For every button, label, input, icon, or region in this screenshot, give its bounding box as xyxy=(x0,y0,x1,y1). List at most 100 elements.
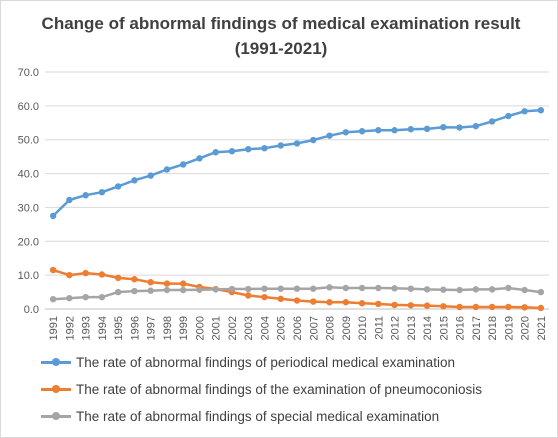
x-tick-label: 1998 xyxy=(162,316,174,340)
data-point xyxy=(456,124,463,131)
data-point xyxy=(310,298,317,305)
x-tick-label: 2017 xyxy=(471,316,483,340)
legend-label: The rate of abnormal findings of the exa… xyxy=(76,381,482,397)
x-tick-label: 1992 xyxy=(64,316,76,340)
data-point xyxy=(131,276,138,283)
data-point xyxy=(505,303,512,311)
data-point xyxy=(537,288,545,296)
x-tick-label: 2015 xyxy=(438,316,450,340)
data-point xyxy=(196,155,203,162)
data-point xyxy=(147,287,154,294)
y-tick-label: 10.0 xyxy=(18,270,39,282)
data-point xyxy=(537,107,545,114)
x-tick-label: 1999 xyxy=(178,316,190,340)
data-point xyxy=(488,303,496,311)
x-tick-label: 2013 xyxy=(406,316,418,340)
data-point xyxy=(114,274,122,282)
data-point xyxy=(391,285,398,292)
data-point xyxy=(342,299,349,306)
data-point xyxy=(212,286,219,293)
data-point xyxy=(326,299,333,306)
data-point xyxy=(66,196,73,204)
x-tick-label: 1991 xyxy=(48,316,60,340)
data-point xyxy=(326,132,333,139)
data-point xyxy=(228,285,236,293)
data-point xyxy=(66,294,73,302)
data-point xyxy=(293,297,301,304)
legend-swatch xyxy=(41,405,71,427)
x-tick-label: 2001 xyxy=(211,316,223,340)
x-tick-label: 2012 xyxy=(390,316,402,340)
data-point xyxy=(407,285,415,292)
data-point xyxy=(472,303,480,311)
data-point xyxy=(521,108,528,115)
data-point xyxy=(98,293,106,301)
data-point xyxy=(456,286,463,294)
data-point xyxy=(293,285,301,292)
x-tick-label: 2004 xyxy=(259,316,271,340)
data-point xyxy=(407,302,415,309)
data-point xyxy=(179,161,187,168)
x-tick-label: 2008 xyxy=(325,316,337,340)
x-tick-label: 1994 xyxy=(97,316,109,340)
x-tick-label: 2000 xyxy=(194,316,206,340)
data-point xyxy=(488,286,496,293)
x-tick-label: 1993 xyxy=(81,316,93,340)
data-point xyxy=(326,284,333,291)
data-point xyxy=(472,122,480,130)
data-point xyxy=(440,123,447,131)
data-point xyxy=(131,177,138,184)
legend-label: The rate of abnormal findings of special… xyxy=(76,408,440,424)
x-tick-label: 2005 xyxy=(276,316,288,340)
data-point xyxy=(375,127,382,134)
data-point xyxy=(277,295,284,303)
data-point xyxy=(212,149,219,156)
data-point xyxy=(49,212,57,220)
data-point xyxy=(114,288,122,296)
x-tick-label: 2020 xyxy=(520,316,532,340)
data-point xyxy=(98,188,106,196)
x-tick-label: 2010 xyxy=(357,316,369,340)
legend-item: The rate of abnormal findings of periodi… xyxy=(41,351,455,373)
data-point xyxy=(472,286,480,293)
data-point xyxy=(440,303,447,310)
x-tick-label: 2021 xyxy=(536,316,548,340)
data-point xyxy=(521,304,528,311)
x-tick-label: 1995 xyxy=(113,316,125,340)
data-point xyxy=(82,192,89,199)
x-tick-label: 1997 xyxy=(146,316,158,340)
data-point xyxy=(407,126,415,133)
data-point xyxy=(163,286,171,294)
data-point xyxy=(261,285,268,292)
data-point xyxy=(358,128,366,135)
x-tick-label: 2011 xyxy=(373,316,385,340)
data-point xyxy=(391,301,398,309)
data-point xyxy=(82,269,89,277)
data-point xyxy=(82,293,89,301)
data-point xyxy=(114,183,122,190)
data-point xyxy=(423,286,431,293)
legend-swatch xyxy=(41,351,71,373)
data-point xyxy=(423,125,431,133)
y-tick-label: 70.0 xyxy=(18,67,39,79)
data-point xyxy=(521,286,528,294)
data-point xyxy=(277,142,284,149)
data-point xyxy=(358,284,366,292)
data-point xyxy=(440,286,447,293)
data-point xyxy=(179,286,187,294)
data-point xyxy=(358,300,366,307)
series-line-1 xyxy=(52,109,541,217)
data-point xyxy=(391,127,398,134)
data-point xyxy=(261,293,268,301)
data-point xyxy=(456,303,463,311)
data-point xyxy=(375,284,382,292)
data-point xyxy=(488,118,496,125)
x-tick-label: 2007 xyxy=(308,316,320,340)
data-point xyxy=(375,300,382,308)
chart-title: Change of abnormal findings of medical e… xyxy=(41,14,521,58)
y-tick-label: 0.0 xyxy=(24,304,39,316)
legend-label: The rate of abnormal findings of periodi… xyxy=(76,354,455,370)
data-point xyxy=(147,279,154,286)
data-point xyxy=(196,286,203,293)
